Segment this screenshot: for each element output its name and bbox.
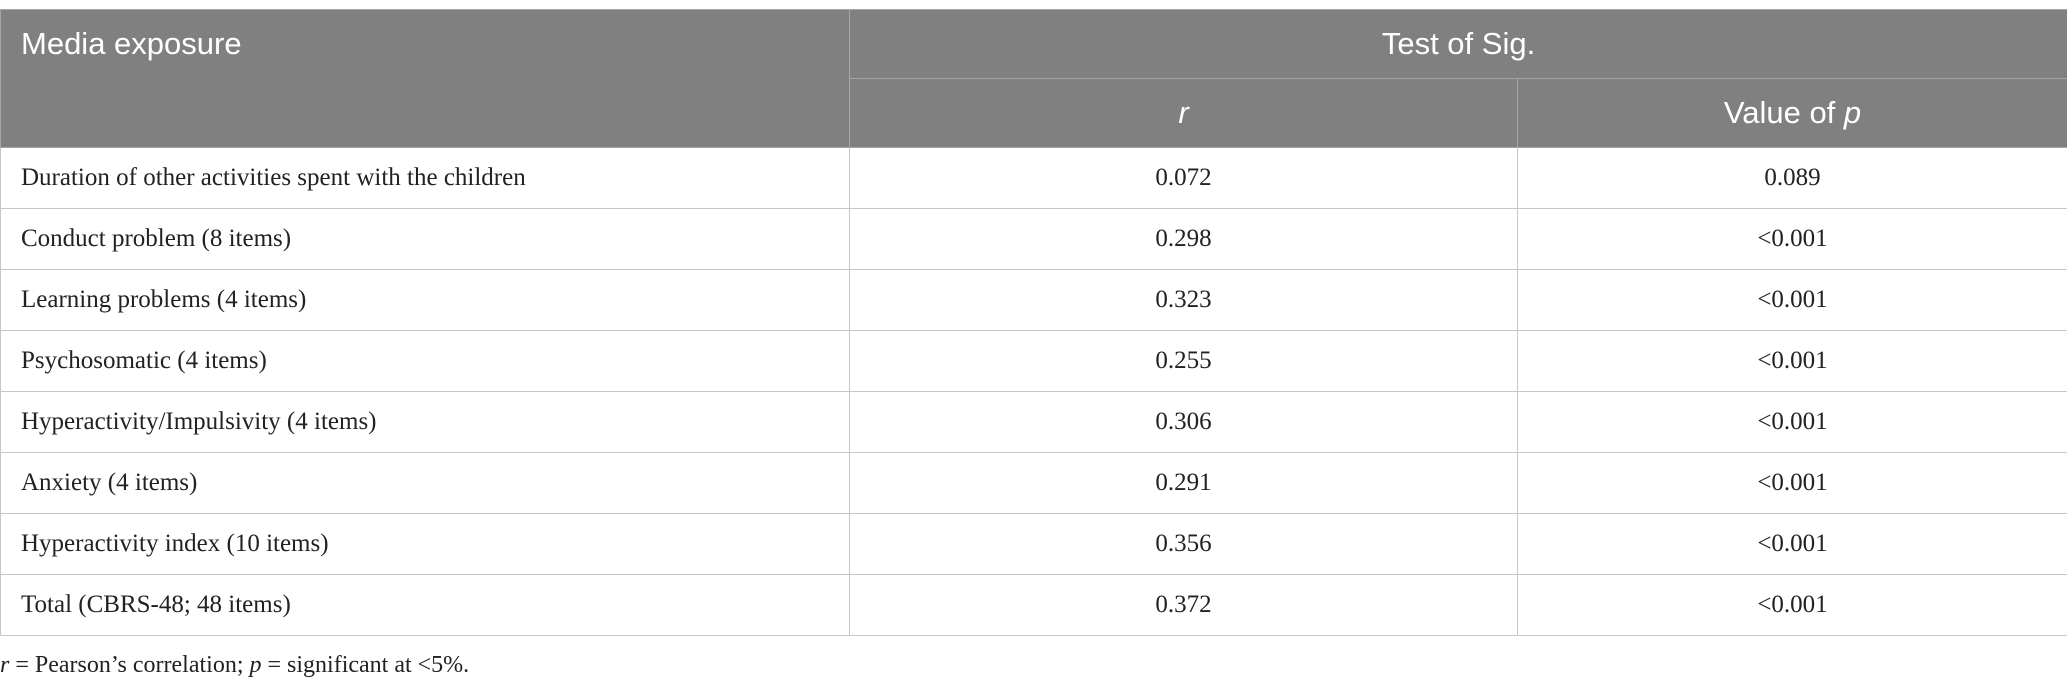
p-value: <0.001	[1516, 269, 2067, 331]
table-row: Anxiety (4 items) 0.291 <0.001	[0, 452, 2067, 514]
table-row: Learning problems (4 items) 0.323 <0.001	[0, 269, 2067, 331]
p-value: <0.001	[1516, 513, 2067, 575]
row-label: Hyperactivity index (10 items)	[0, 513, 850, 575]
footnote-part: p	[249, 652, 262, 678]
row-label: Psychosomatic (4 items)	[0, 330, 850, 392]
row-label: Learning problems (4 items)	[0, 269, 850, 331]
table-row: Conduct problem (8 items) 0.298 <0.001	[0, 208, 2067, 270]
table-row: Total (CBRS-48; 48 items) 0.372 <0.001	[0, 574, 2067, 636]
row-label: Hyperactivity/Impulsivity (4 items)	[0, 391, 850, 453]
r-value: 0.356	[849, 513, 1518, 575]
header-group: Test of Sig.	[848, 9, 2067, 79]
footnote-part: r	[0, 652, 10, 678]
header-p-text: Value of	[1723, 95, 1836, 130]
p-value: <0.001	[1516, 574, 2067, 636]
p-value: <0.001	[1516, 208, 2067, 270]
r-value: 0.323	[849, 269, 1518, 331]
r-value: 0.298	[849, 208, 1518, 270]
p-value: 0.089	[1516, 147, 2067, 209]
row-label: Anxiety (4 items)	[0, 452, 850, 514]
header-p-italic: p	[1843, 95, 1862, 130]
table-row: Psychosomatic (4 items) 0.255 <0.001	[0, 330, 2067, 392]
row-label: Conduct problem (8 items)	[0, 208, 850, 270]
r-value: 0.255	[849, 330, 1518, 392]
footnote: r = Pearson’s correlation; p = significa…	[0, 652, 469, 679]
header-title: Media exposure	[0, 9, 850, 148]
r-value: 0.372	[849, 574, 1518, 636]
header-p: Value of p	[1516, 78, 2067, 148]
r-value: 0.291	[849, 452, 1518, 514]
footnote-part: = significant at <5%.	[261, 652, 470, 678]
results-table: Media exposure Test of Sig. r Value of p…	[0, 9, 2067, 636]
r-value: 0.072	[849, 147, 1518, 209]
p-value: <0.001	[1516, 391, 2067, 453]
table-row: Duration of other activities spent with …	[0, 147, 2067, 209]
row-label: Total (CBRS-48; 48 items)	[0, 574, 850, 636]
header-r-text: r	[1178, 95, 1189, 130]
header-r: r	[849, 78, 1518, 148]
table-row: Hyperactivity/Impulsivity (4 items) 0.306…	[0, 391, 2067, 453]
footnote-part: = Pearson’s correlation;	[9, 652, 250, 678]
p-value: <0.001	[1516, 330, 2067, 392]
p-value: <0.001	[1516, 452, 2067, 514]
table-row: Hyperactivity index (10 items) 0.356 <0.00…	[0, 513, 2067, 575]
row-label: Duration of other activities spent with …	[0, 147, 850, 209]
r-value: 0.306	[849, 391, 1518, 453]
table-body: Duration of other activities spent with …	[0, 147, 2067, 636]
